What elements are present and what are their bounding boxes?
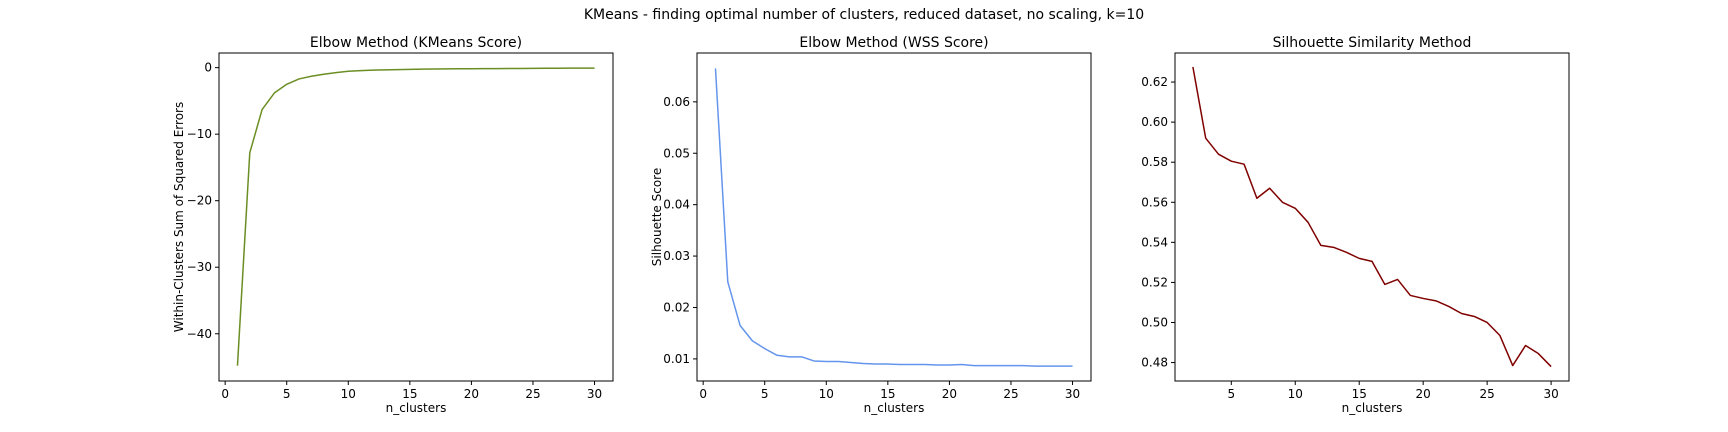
- axes-frame: [1174, 52, 1570, 382]
- y-tick-label: 0: [204, 61, 212, 75]
- chart-title: Elbow Method (WSS Score): [799, 35, 988, 51]
- x-tick-label: 10: [341, 387, 356, 401]
- y-tick-label: 0.06: [663, 95, 690, 109]
- x-tick-label: 0: [221, 387, 229, 401]
- y-tick-label: 0.04: [663, 198, 690, 212]
- chart-title: Elbow Method (KMeans Score): [310, 35, 522, 51]
- y-tick-label: 0.52: [1141, 275, 1168, 289]
- x-tick-label: 15: [402, 387, 417, 401]
- x-tick-label: 5: [283, 387, 291, 401]
- x-tick-label: 30: [1065, 387, 1080, 401]
- x-tick-label: 25: [1003, 387, 1018, 401]
- x-tick-label: 20: [1416, 387, 1431, 401]
- y-tick-label: 0.56: [1141, 195, 1168, 209]
- y-tick-label: 0.01: [663, 352, 690, 366]
- y-tick-label: 0.05: [663, 146, 690, 160]
- y-axis-label: Within-Clusters Sum of Squared Errors: [172, 102, 186, 332]
- x-axis-label: n_clusters: [386, 401, 447, 415]
- y-tick-label: −30: [187, 260, 212, 274]
- x-tick-label: 25: [525, 387, 540, 401]
- series-line: [1192, 66, 1552, 368]
- y-tick-label: −10: [187, 127, 212, 141]
- y-tick-label: −40: [187, 327, 212, 341]
- x-tick-label: 25: [1479, 387, 1494, 401]
- y-axis-label: Silhouette Score: [650, 168, 664, 266]
- x-tick-label: 5: [761, 387, 769, 401]
- x-tick-label: 15: [1352, 387, 1367, 401]
- plot-area: [714, 68, 1073, 367]
- x-tick-label: 30: [1543, 387, 1558, 401]
- x-tick-label: 10: [819, 387, 834, 401]
- x-tick-label: 20: [942, 387, 957, 401]
- y-tick-label: 0.62: [1141, 75, 1168, 89]
- x-tick-label: 20: [464, 387, 479, 401]
- x-tick-label: 10: [1288, 387, 1303, 401]
- y-tick-label: 0.58: [1141, 155, 1168, 169]
- x-axis-label: n_clusters: [1342, 401, 1403, 415]
- axes-frame: [696, 52, 1092, 382]
- chart-elbow-wss-score: Elbow Method (WSS Score) n_clusters Silh…: [650, 35, 1092, 415]
- x-tick-label: 5: [1227, 387, 1235, 401]
- x-tick-label: 30: [587, 387, 602, 401]
- x-axis-label: n_clusters: [864, 401, 925, 415]
- y-tick-label: 0.50: [1141, 315, 1168, 329]
- y-tick-label: 0.60: [1141, 115, 1168, 129]
- series-line: [236, 67, 595, 366]
- axes-frame: [218, 52, 614, 382]
- y-tick-label: 0.02: [663, 300, 690, 314]
- plot-area: [236, 67, 595, 366]
- y-tick-label: −20: [187, 194, 212, 208]
- y-tick-label: 0.03: [663, 249, 690, 263]
- chart-elbow-kmeans-score: Elbow Method (KMeans Score) n_clusters W…: [172, 35, 614, 415]
- figure-suptitle: KMeans - finding optimal number of clust…: [584, 7, 1144, 23]
- x-tick-label: 15: [880, 387, 895, 401]
- plot-area: [1192, 66, 1552, 368]
- x-tick-label: 0: [699, 387, 707, 401]
- series-line: [714, 68, 1073, 367]
- chart-silhouette-similarity: Silhouette Similarity Method n_clusters …: [1141, 35, 1570, 415]
- y-tick-label: 0.54: [1141, 235, 1168, 249]
- chart-title: Silhouette Similarity Method: [1273, 35, 1472, 51]
- y-tick-label: 0.48: [1141, 356, 1168, 370]
